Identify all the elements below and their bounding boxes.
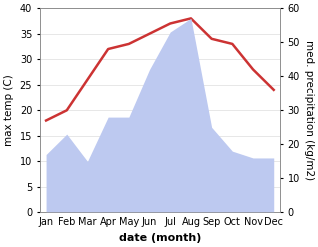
X-axis label: date (month): date (month) xyxy=(119,233,201,243)
Y-axis label: max temp (C): max temp (C) xyxy=(4,74,14,146)
Y-axis label: med. precipitation (kg/m2): med. precipitation (kg/m2) xyxy=(304,40,314,180)
